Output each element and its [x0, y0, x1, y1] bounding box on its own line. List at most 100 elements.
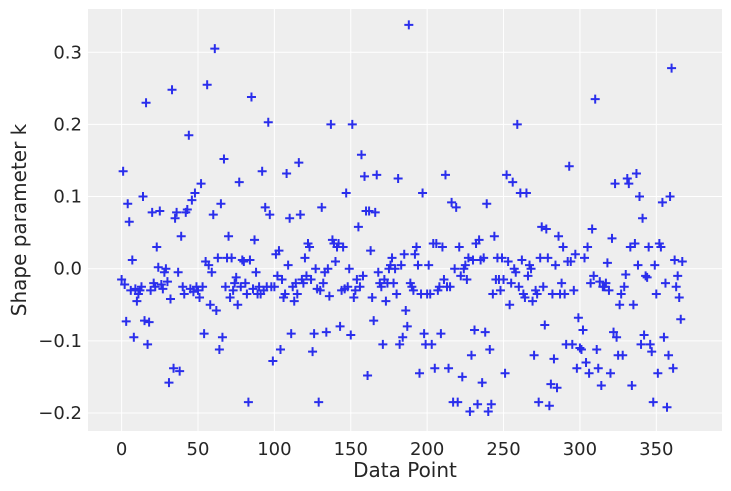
data-point: [187, 195, 197, 205]
data-point: [610, 179, 620, 189]
y-tick-label: 0.1: [53, 187, 82, 208]
data-point: [547, 289, 557, 299]
data-point: [460, 260, 470, 270]
data-point: [485, 344, 495, 354]
data-point: [402, 321, 412, 331]
data-point: [580, 253, 590, 263]
data-point: [164, 378, 174, 388]
data-point: [257, 166, 267, 176]
data-point: [583, 242, 593, 252]
data-point: [263, 117, 273, 127]
data-point: [657, 197, 667, 207]
data-point: [219, 154, 229, 164]
data-point: [480, 327, 490, 337]
data-point: [552, 383, 562, 393]
data-point: [224, 231, 234, 241]
data-point: [298, 278, 308, 288]
data-point: [214, 344, 224, 354]
data-point: [306, 275, 316, 285]
data-point: [628, 300, 638, 310]
data-point: [616, 289, 626, 299]
data-point: [671, 282, 681, 292]
data-point: [604, 285, 614, 295]
data-point: [447, 197, 457, 207]
data-point: [615, 300, 625, 310]
data-point: [363, 370, 373, 380]
data-point: [463, 253, 473, 263]
data-point: [356, 150, 366, 160]
x-axis-ticks: 0 50 100 150 200 250 300 350: [116, 439, 674, 460]
data-point: [367, 293, 377, 303]
data-point: [389, 278, 399, 288]
x-tick-label: 50: [187, 439, 210, 460]
data-point: [352, 275, 362, 285]
data-point: [627, 381, 637, 391]
data-point: [143, 339, 153, 349]
data-point: [129, 332, 139, 342]
data-point: [349, 293, 359, 303]
data-point: [401, 306, 411, 316]
data-point: [612, 332, 622, 342]
data-point: [378, 339, 388, 349]
data-point: [424, 260, 434, 270]
x-tick-label: 100: [257, 439, 291, 460]
data-point: [285, 213, 295, 223]
data-point: [456, 271, 466, 281]
data-point: [169, 363, 179, 373]
y-tick-label: 0.0: [53, 259, 82, 280]
data-point: [372, 170, 382, 180]
y-tick-label: 0.2: [53, 114, 82, 135]
data-point: [486, 399, 496, 409]
data-point: [431, 238, 441, 248]
data-point: [500, 368, 510, 378]
data-point: [560, 289, 570, 299]
data-point: [477, 378, 487, 388]
data-point: [596, 381, 606, 391]
data-point: [254, 282, 264, 292]
data-point: [182, 205, 192, 215]
data-point: [140, 316, 150, 326]
data-point: [624, 179, 634, 189]
data-point: [677, 256, 687, 266]
data-point: [398, 332, 408, 342]
data-point: [208, 210, 218, 220]
data-point: [483, 407, 493, 417]
data-point: [152, 242, 162, 252]
data-point: [236, 282, 246, 292]
data-point: [146, 285, 156, 295]
data-point: [175, 366, 185, 376]
data-point: [427, 339, 437, 349]
data-point: [445, 282, 455, 292]
data-point: [625, 242, 635, 252]
data-point: [511, 267, 521, 277]
data-point: [248, 284, 258, 294]
data-point: [622, 174, 632, 184]
data-point: [202, 80, 212, 90]
data-point: [508, 177, 518, 187]
data-point: [468, 255, 478, 265]
data-point: [385, 260, 395, 270]
data-point: [664, 350, 674, 360]
data-point: [413, 260, 423, 270]
data-point: [537, 222, 547, 232]
data-point: [644, 242, 654, 252]
data-point: [572, 363, 582, 373]
data-point: [621, 269, 631, 279]
data-point: [251, 267, 261, 277]
x-axis-label: Data Point: [353, 458, 457, 482]
data-point: [523, 271, 533, 281]
data-point: [216, 199, 226, 209]
data-point: [587, 224, 597, 234]
y-tick-label: −0.1: [38, 331, 82, 352]
data-point: [532, 289, 542, 299]
data-point: [419, 329, 429, 339]
data-point: [656, 242, 666, 252]
data-point: [462, 275, 472, 285]
data-point: [575, 343, 585, 353]
data-point: [250, 235, 260, 245]
data-point: [233, 300, 243, 310]
data-point: [225, 293, 235, 303]
y-tick-label: 0.3: [53, 42, 82, 63]
data-point: [430, 363, 440, 373]
data-point: [162, 277, 172, 287]
